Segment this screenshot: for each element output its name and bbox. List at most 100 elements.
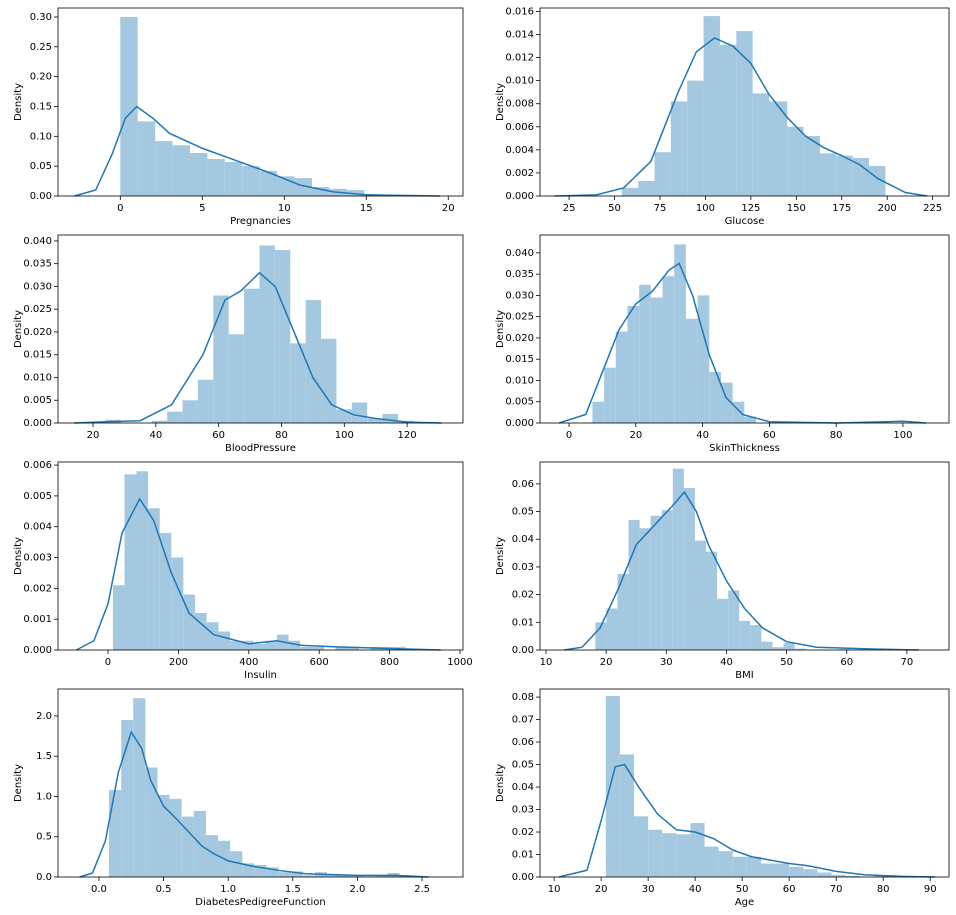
axes-frame	[539, 234, 950, 424]
histogram-bar	[752, 93, 770, 196]
x-axis-label: Glucose	[725, 216, 765, 227]
x-tick-label: 70	[901, 657, 914, 668]
histogram-bar	[694, 540, 707, 650]
histogram-bar	[213, 295, 229, 423]
histogram-bar	[133, 698, 146, 877]
histogram-bar	[145, 767, 158, 877]
axes-frame	[539, 461, 950, 651]
y-tick-label: 0.016	[505, 6, 534, 17]
histogram-bar	[672, 468, 684, 650]
histogram-bar	[300, 646, 313, 650]
histogram-bar	[218, 631, 231, 650]
histogram-bar	[183, 594, 195, 650]
histogram-bar	[674, 244, 686, 423]
histogram-bar	[661, 510, 673, 650]
x-tick-label: 100	[893, 430, 912, 441]
y-tick-label: 0.010	[23, 372, 52, 383]
histogram-bar	[148, 508, 160, 650]
y-axis-label: Density	[495, 310, 506, 348]
subplot: 0 200 400 600 800 1000 0.000 0.001 0.002 0.003 0.0…	[13, 460, 473, 681]
x-tick-label: 0	[105, 657, 111, 668]
x-tick-label: 20	[442, 203, 455, 214]
histogram-bar	[290, 343, 306, 423]
y-tick-label: 0.010	[505, 375, 534, 386]
histogram-bar	[121, 719, 134, 877]
x-tick-label: 120	[398, 430, 417, 441]
histogram-bar	[242, 863, 255, 877]
y-tick-label: 0.000	[505, 418, 534, 429]
y-tick-label: 0.040	[505, 248, 534, 259]
histogram-bar	[718, 851, 733, 877]
histogram-bar	[627, 306, 640, 423]
histogram-bar	[595, 622, 607, 650]
histogram-bar	[706, 551, 718, 650]
histogram-bar	[654, 152, 671, 196]
y-tick-label: 0.20	[30, 72, 52, 83]
histogram-bar	[670, 101, 688, 196]
x-tick-label: 75	[654, 203, 667, 214]
histogram-bar	[720, 382, 733, 423]
subplot: 0.0 0.5 1.0 1.5 2.0 2.5 0.0 0.5 1.0 1.5 2.0 Diabete…	[13, 688, 464, 908]
histogram-bar	[628, 519, 640, 650]
x-tick-label: 30	[642, 884, 655, 895]
x-tick-label: 0.0	[91, 884, 107, 895]
x-tick-label: 30	[660, 657, 673, 668]
histogram-bar	[321, 338, 337, 423]
x-tick-label: 80	[275, 430, 288, 441]
y-tick-label: 0.035	[505, 269, 534, 280]
histogram-bar	[873, 875, 888, 877]
histogram-bar	[787, 126, 804, 196]
histogram-bar	[244, 288, 260, 423]
x-tick-label: 40	[149, 430, 162, 441]
histogram-bar	[732, 401, 745, 423]
x-tick-label: 0.5	[156, 884, 172, 895]
kde-line	[558, 763, 935, 878]
kde-line	[75, 497, 441, 651]
histogram-bar	[347, 646, 359, 650]
histogram-bar	[648, 829, 663, 877]
y-tick-label: 0.005	[23, 491, 52, 502]
y-tick-label: 0.05	[512, 760, 534, 771]
x-tick-label: 10	[540, 657, 553, 668]
histogram-bar	[604, 367, 616, 423]
histogram-bar	[750, 625, 762, 650]
axes-frame	[539, 688, 950, 878]
y-tick-label: 1.0	[36, 791, 52, 802]
histogram-bar	[181, 816, 194, 877]
y-tick-label: 0.04	[512, 782, 534, 793]
axes-frame	[57, 688, 464, 878]
histogram-bar	[259, 170, 278, 196]
histogram-bar	[336, 409, 352, 423]
x-tick-label: 100	[696, 203, 715, 214]
kde-line	[79, 730, 429, 878]
histogram-bar	[639, 528, 651, 650]
y-tick-label: 2.0	[36, 711, 52, 722]
y-tick-label: 0.030	[23, 281, 52, 292]
x-tick-label: 5	[199, 203, 205, 214]
y-tick-label: 0.014	[505, 30, 534, 41]
y-tick-label: 0.030	[505, 290, 534, 301]
x-tick-label: 10	[548, 884, 561, 895]
histogram-bar	[253, 643, 266, 650]
histogram-bar	[794, 648, 806, 650]
histogram-bar	[197, 379, 214, 423]
y-tick-label: 0.00	[30, 191, 52, 202]
y-axis-label: Density	[13, 310, 24, 348]
histogram-bar	[744, 416, 757, 423]
y-tick-label: 0.002	[505, 168, 534, 179]
histogram-bar	[638, 181, 655, 196]
histogram-bar	[869, 166, 886, 196]
y-tick-label: 0.10	[30, 131, 52, 142]
y-tick-label: 0.004	[23, 522, 52, 533]
histogram-bar	[228, 334, 245, 423]
histogram-bar	[739, 620, 751, 650]
histogram-bar	[836, 155, 853, 196]
y-tick-label: 0.08	[512, 692, 534, 703]
histogram-bar	[852, 157, 870, 196]
histogram-bar	[230, 851, 243, 877]
histogram-bar	[346, 190, 365, 196]
histogram-bar	[772, 647, 784, 650]
x-tick-label: 60	[840, 657, 853, 668]
histogram-bar	[732, 856, 747, 877]
histogram-bar	[230, 640, 242, 650]
